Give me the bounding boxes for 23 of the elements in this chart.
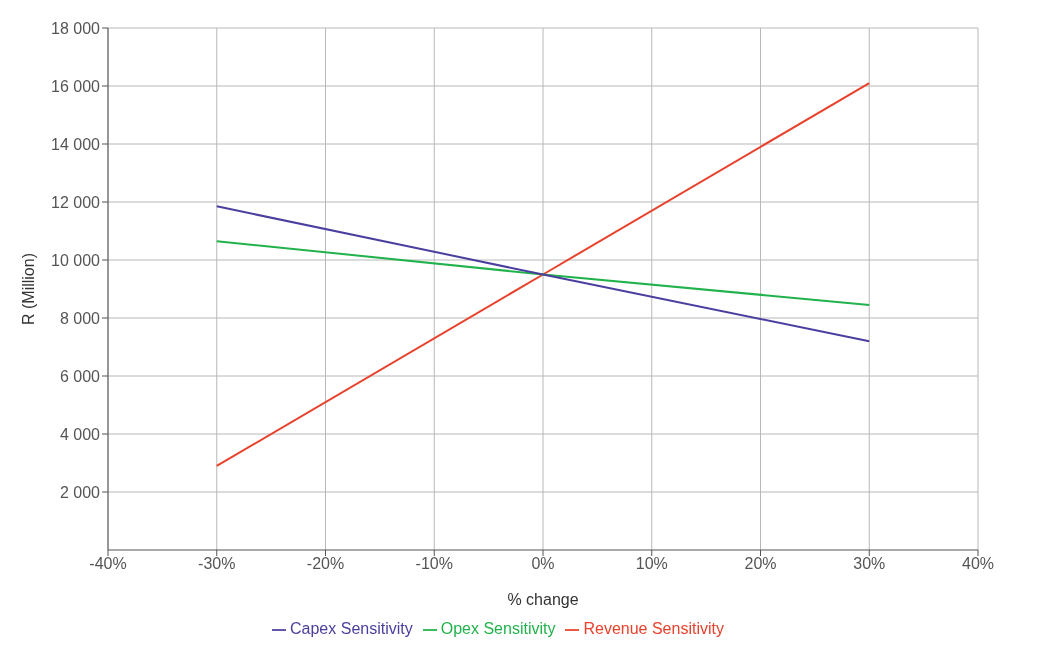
y-tick-label: 10 000 bbox=[51, 251, 101, 269]
x-tick-label: -20% bbox=[306, 555, 345, 573]
y-tick-label: 16 000 bbox=[51, 77, 101, 95]
x-axis-title: % change bbox=[507, 591, 579, 608]
y-tick-label: 2 000 bbox=[59, 483, 101, 501]
x-tick-label: 20% bbox=[744, 555, 777, 573]
x-tick-label: 10% bbox=[635, 555, 668, 573]
y-tick-label: 6 000 bbox=[59, 367, 101, 385]
x-tick-label: -40% bbox=[89, 555, 127, 573]
x-tick-label: -30% bbox=[198, 555, 236, 573]
x-tick-label: 0% bbox=[531, 555, 555, 573]
y-tick-label: 12 000 bbox=[51, 193, 101, 211]
x-tick-label: -10% bbox=[415, 555, 453, 573]
y-tick-label: 18 000 bbox=[51, 19, 101, 37]
y-axis-title: R (Million) bbox=[19, 253, 37, 325]
legend-label: Capex Sensitivity bbox=[290, 620, 413, 637]
x-tick-label: 40% bbox=[961, 555, 995, 573]
x-tick-label: 30% bbox=[853, 555, 886, 573]
legend-label: Opex Sensitivity bbox=[440, 620, 556, 637]
legend-label: Revenue Sensitivity bbox=[583, 620, 724, 637]
y-tick-label: 4 000 bbox=[59, 425, 101, 443]
y-tick-label: 14 000 bbox=[51, 135, 101, 153]
y-tick-label: 8 000 bbox=[59, 309, 101, 327]
